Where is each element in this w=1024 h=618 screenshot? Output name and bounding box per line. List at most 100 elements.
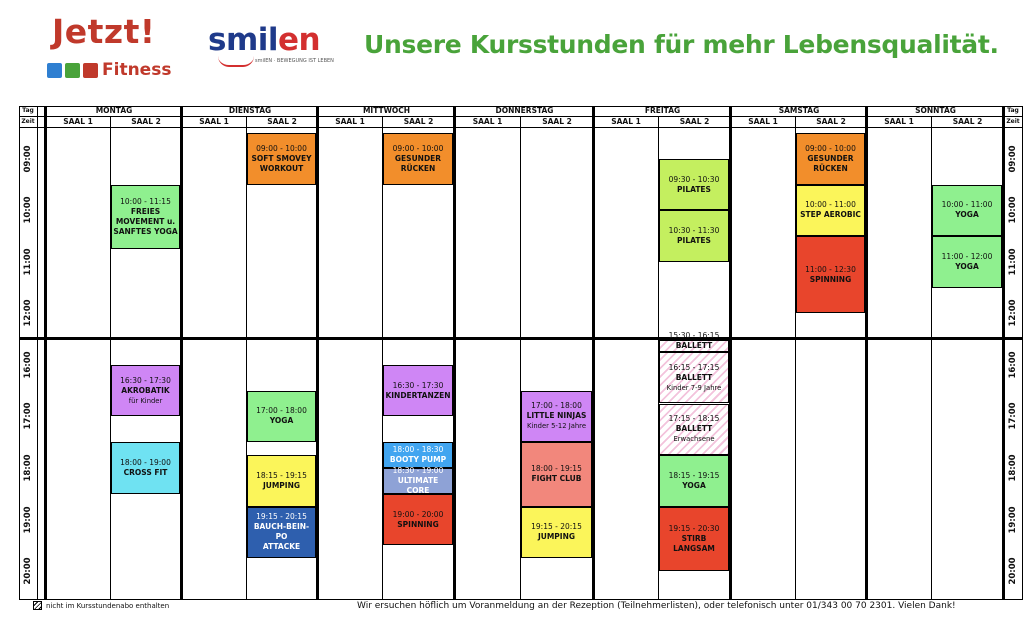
zeit-label: Zeit (1006, 118, 1020, 125)
course-name: SOFT SMOVEY (251, 153, 312, 163)
course-name: YOGA (269, 416, 294, 426)
course-block[interactable]: 16:15 - 17:15 BALLETT Kinder 7-9 Jahre (659, 351, 729, 404)
course-name: BALLETT (675, 372, 713, 382)
tag-label: Tag (22, 107, 34, 114)
course-block[interactable]: 17:00 - 18:00 LITTLE NINJAS Kinder 5-12 Ja… (521, 390, 592, 443)
room-header: SAAL 2 (403, 117, 434, 126)
course-time: 17:00 - 18:00 (531, 401, 582, 411)
course-block[interactable]: 10:30 - 11:30 PILATES (659, 210, 729, 262)
course-name: BAUCH-BEIN-PO (253, 522, 310, 542)
course-block[interactable]: 19:00 - 20:00 SPINNING (383, 493, 453, 546)
time-label: 20:00 (23, 557, 33, 585)
course-block[interactable]: 10:00 - 11:00 STEP AEROBIC (796, 184, 865, 236)
room-header: SAAL 2 (816, 117, 846, 126)
course-block[interactable]: 11:00 - 12:00 YOGA (932, 236, 1002, 288)
course-block[interactable]: 09:00 - 10:00 SOFT SMOVEY WORKOUT (247, 133, 316, 185)
course-name: CORE (406, 485, 430, 495)
course-block[interactable]: 18:00 - 19:15 FIGHT CLUB (521, 442, 592, 507)
course-block[interactable]: 19:15 - 20:15 BAUCH-BEIN-PO ATTACKE (247, 506, 316, 559)
course-name: ULTIMATE (397, 475, 439, 485)
course-block[interactable]: 18:15 - 19:15 JUMPING (247, 455, 316, 507)
day-separator (316, 106, 319, 599)
course-name: YOGA (955, 210, 979, 220)
room-header: SAAL 2 (267, 117, 297, 126)
course-block[interactable]: 18:00 - 19:00 CROSS FIT (111, 442, 180, 494)
course-block[interactable]: 16:30 - 17:30 AKROBATIK für Kinder (111, 364, 180, 417)
course-time: 16:30 - 17:30 (120, 375, 171, 385)
course-time: 19:15 - 20:30 (668, 523, 720, 533)
course-time: 17:00 - 18:00 (256, 406, 307, 416)
course-block[interactable]: 19:15 - 20:15 JUMPING (521, 506, 592, 559)
course-name: YOGA (955, 261, 979, 271)
course-name: PILATES (677, 184, 711, 194)
course-name: CROSS FIT (123, 467, 168, 477)
legend-text: nicht im Kursstundenabo enthalten (46, 602, 170, 610)
course-time: 19:00 - 20:00 (392, 509, 444, 519)
room-header: SAAL 1 (199, 117, 229, 126)
course-name: LANGSAM (673, 543, 715, 553)
room-separator (110, 116, 111, 599)
day-header: SAMSTAG (778, 106, 820, 115)
room-header: SAAL 1 (472, 117, 503, 126)
day-header: DIENSTAG (228, 106, 272, 115)
room-header: SAAL 2 (131, 117, 161, 126)
course-name: LITTLE NINJAS (526, 411, 587, 421)
room-separator (931, 116, 932, 599)
course-name: YOGA (682, 480, 706, 490)
day-header: DONNERSTAG (495, 106, 554, 115)
day-separator (180, 106, 183, 599)
day-separator (592, 106, 595, 599)
room-header: SAAL 1 (335, 117, 365, 126)
day-separator (453, 106, 456, 599)
course-subtitle: Kinder 5-12 Jahre (527, 422, 586, 431)
course-block[interactable]: 16:30 - 17:30 KINDERTANZEN (383, 364, 453, 417)
course-block[interactable]: 18:30 - 19:00 ULTIMATE CORE (383, 466, 453, 495)
logo-jetzt: Jetzt! (52, 12, 156, 51)
course-block[interactable]: 09:30 - 10:30 PILATES (659, 158, 729, 211)
course-time: 18:00 - 19:15 (531, 464, 582, 474)
course-name: ATTACKE (262, 542, 301, 552)
course-block[interactable]: 18:00 - 18:30 BOOTY PUMP (383, 442, 453, 468)
logo-icon-green (65, 63, 80, 78)
course-time: 19:15 - 20:15 (256, 512, 307, 522)
course-block[interactable]: 11:00 - 12:30 SPINNING (796, 236, 865, 314)
course-block[interactable]: 09:00 - 10:00 GESUNDER RÜCKEN (383, 133, 453, 185)
day-separator (729, 106, 732, 599)
course-block[interactable]: 17:00 - 18:00 YOGA (247, 390, 316, 443)
partner-tagline: smilEN · BEWEGUNG IST LEBEN (255, 58, 334, 64)
room-separator (795, 116, 796, 599)
room-header: SAAL 1 (884, 117, 914, 126)
day-separator (865, 106, 868, 599)
room-separator (382, 116, 383, 599)
time-label: 20:00 (1008, 557, 1018, 585)
course-subtitle: Erwachsene (673, 435, 715, 444)
course-time: 11:00 - 12:30 (805, 264, 856, 274)
course-name: RÜCKEN (813, 163, 848, 173)
course-name: JUMPING (537, 532, 576, 542)
course-block[interactable]: 19:15 - 20:30 STIRB LANGSAM (659, 506, 729, 572)
room-header: SAAL 1 (63, 117, 93, 126)
course-time: 19:15 - 20:15 (531, 522, 582, 532)
course-name: BALLETT (675, 424, 713, 434)
tag-label: Tag (1007, 107, 1019, 114)
course-name: SPINNING (397, 519, 439, 529)
course-block[interactable]: 17:15 - 18:15 BALLETT Erwachsene (659, 403, 729, 456)
zeit-label: Zeit (21, 118, 35, 125)
course-block[interactable]: 10:00 - 11:00 YOGA (932, 184, 1002, 236)
course-name: MOVEMENT u. (115, 216, 176, 226)
room-header: SAAL 2 (952, 117, 983, 126)
room-header: SAAL 1 (748, 117, 778, 126)
grid-vline (37, 106, 38, 599)
course-block[interactable]: 09:00 - 10:00 GESUNDER RÜCKEN (796, 133, 865, 185)
partner-logo-a: smil (208, 22, 279, 58)
course-time: 09:00 - 10:00 (256, 143, 307, 153)
course-time: 10:00 - 11:15 (120, 196, 171, 206)
room-header: SAAL 2 (542, 117, 572, 126)
course-name: BOOTY PUMP (389, 455, 447, 465)
course-name: AKROBATIK (121, 385, 170, 395)
course-block[interactable]: 10:00 - 11:15 FREIES MOVEMENT u. SANFTES YO… (111, 184, 180, 249)
course-block[interactable]: 18:15 - 19:15 YOGA (659, 455, 729, 507)
hatched-legend-icon (33, 601, 42, 610)
partner-logo: smilen (208, 22, 321, 58)
